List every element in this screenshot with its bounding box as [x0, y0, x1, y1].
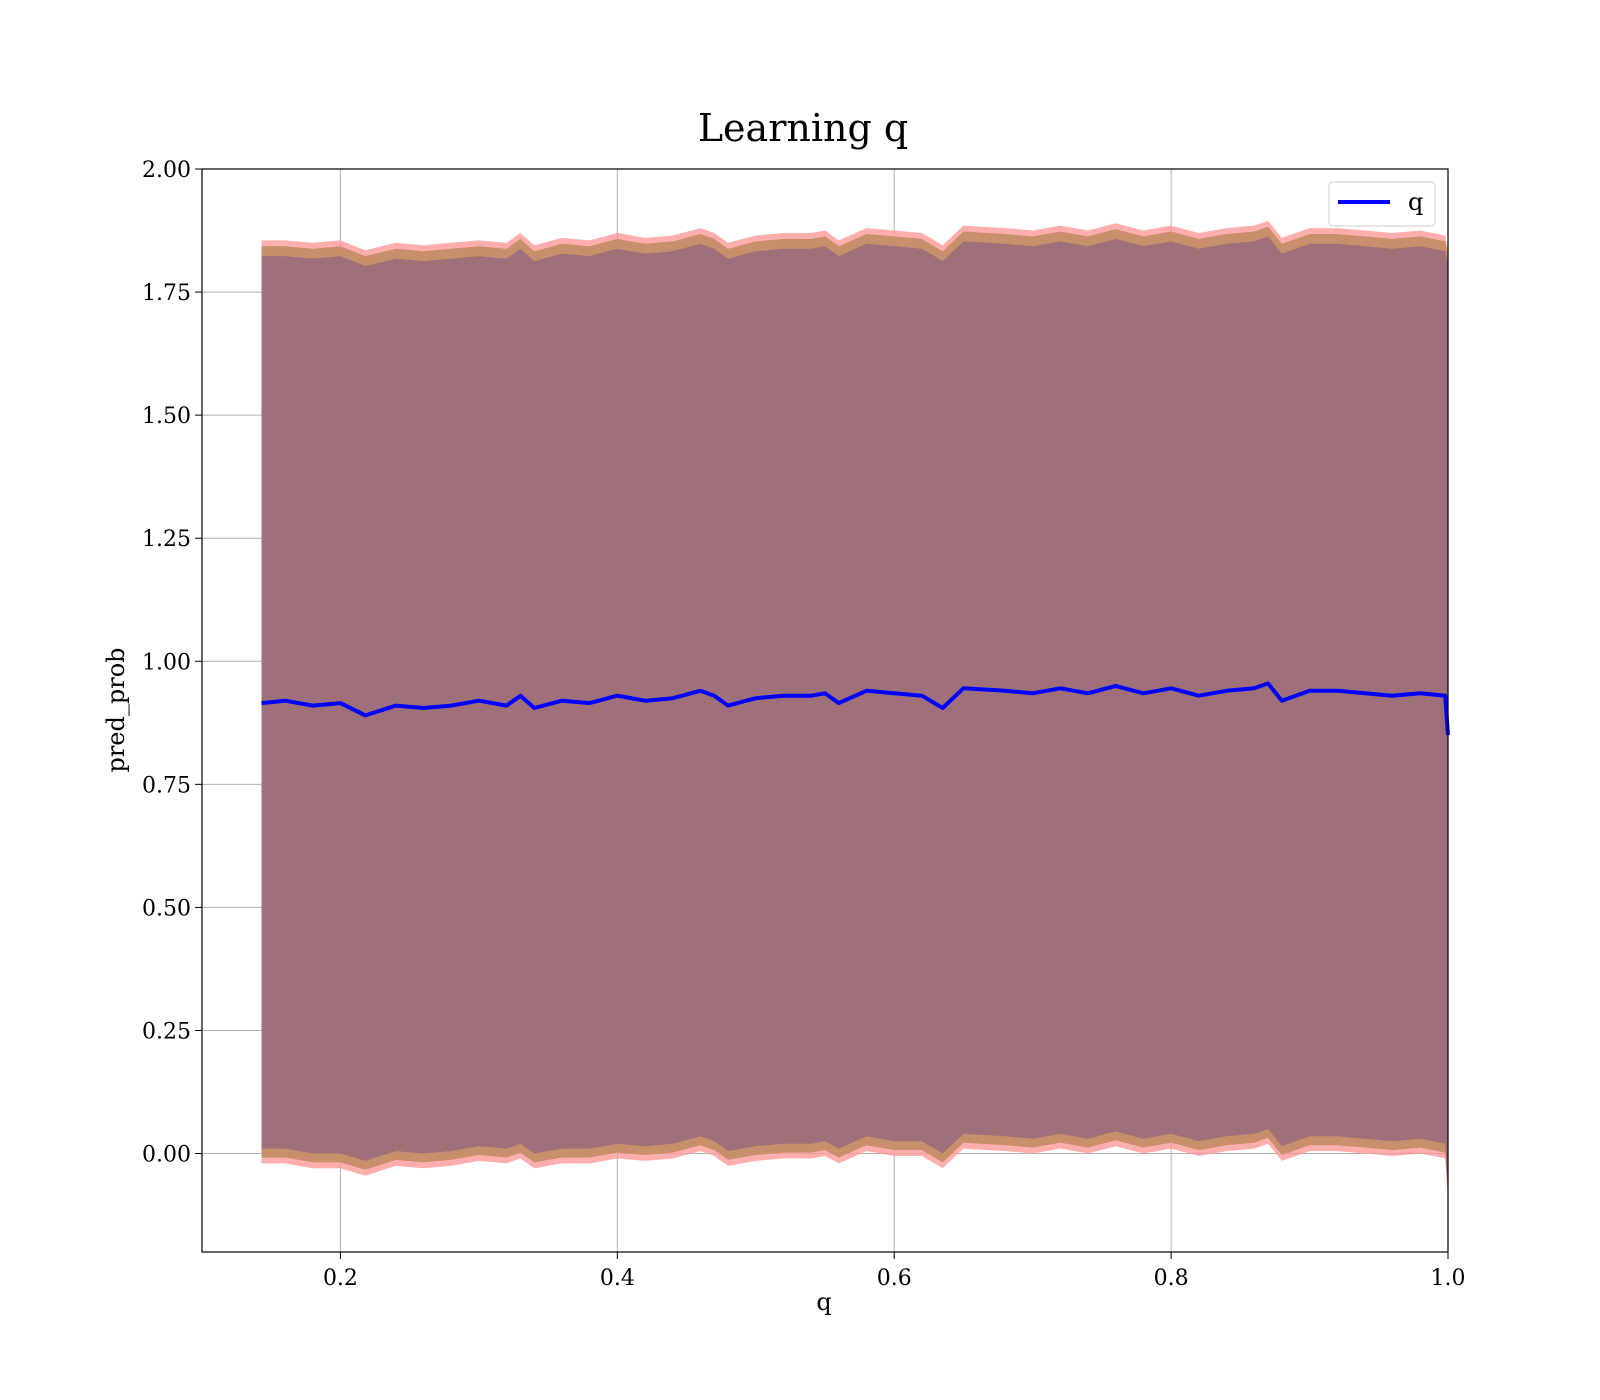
x-tick-label: 0.2: [323, 1266, 358, 1291]
x-axis-ticks: 0.2 0.4 0.6 0.8 1.0: [323, 1252, 1466, 1291]
y-tick-label: 0.00: [142, 1143, 191, 1168]
band-inner: [261, 236, 1448, 1188]
y-tick-label: 1.50: [142, 404, 191, 429]
chart-title: Learning q: [698, 106, 908, 150]
y-axis-ticks: 0.00 0.25 0.50 0.75 1.00 1.25 1.50 1.75 2.00: [142, 158, 202, 1168]
y-axis-title: pred_prob: [102, 647, 130, 772]
series-line-q: [261, 681, 1450, 736]
confidence-bands: [261, 220, 1448, 1203]
x-tick-label: 0.8: [1154, 1266, 1189, 1291]
x-tick-label: 0.6: [877, 1266, 912, 1291]
y-tick-label: 1.00: [142, 650, 191, 675]
x-tick-label: 1.0: [1431, 1266, 1466, 1291]
x-axis-title: q: [816, 1288, 831, 1316]
y-tick-label: 0.50: [142, 896, 191, 921]
y-tick-label: 2.00: [142, 158, 191, 183]
y-tick-label: 1.25: [142, 527, 191, 552]
y-tick-label: 1.75: [142, 281, 191, 306]
x-tick-label: 0.4: [600, 1266, 635, 1291]
y-tick-label: 0.25: [142, 1019, 191, 1044]
series-lines: [261, 681, 1450, 736]
legend: q: [1328, 181, 1436, 227]
y-tick-label: 0.75: [142, 773, 191, 798]
plot-area-frame: [201, 168, 1449, 1253]
legend-label-q: q: [1408, 188, 1423, 216]
